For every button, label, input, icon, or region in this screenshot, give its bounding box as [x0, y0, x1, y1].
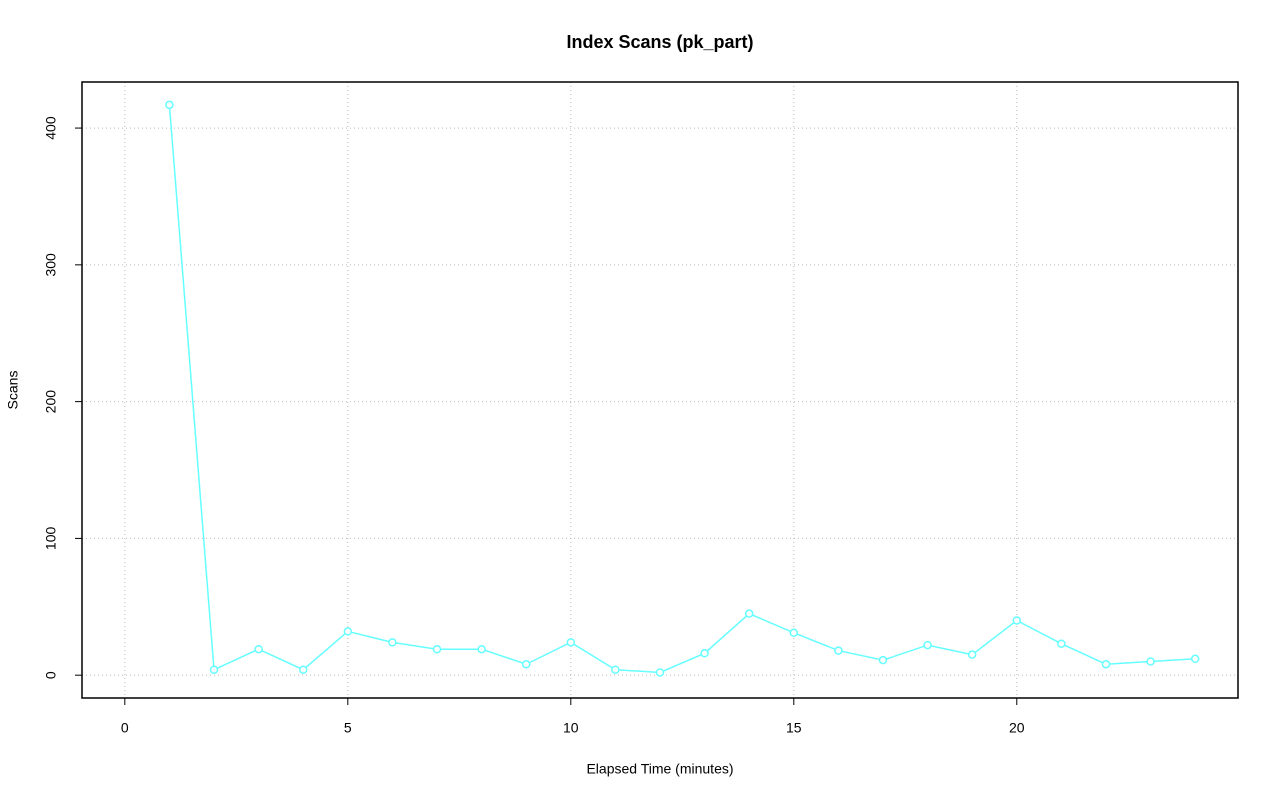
plot-frame: [81, 81, 1239, 699]
x-tick-label: 0: [121, 720, 129, 736]
data-point: [254, 644, 263, 654]
x-tick-label: 20: [1009, 720, 1025, 736]
y-axis-label: Scans: [5, 371, 21, 410]
x-tick-label: 15: [786, 720, 802, 736]
data-point: [834, 646, 843, 655]
y-tick-label: 200: [43, 390, 59, 414]
data-point: [1101, 659, 1111, 669]
data-point: [744, 609, 754, 618]
data-point: [566, 638, 576, 647]
x-tick-label: 10: [563, 720, 579, 736]
data-point: [878, 655, 888, 665]
data-point: [655, 668, 665, 677]
data-point: [1146, 657, 1155, 666]
data-point: [521, 659, 531, 669]
chart-title: Index Scans (pk_part): [566, 32, 753, 52]
data-point: [209, 665, 219, 674]
data-point: [1057, 639, 1066, 648]
data-point: [477, 644, 486, 654]
y-tick-label: 400: [43, 116, 59, 140]
data-point: [967, 650, 977, 659]
data-line: [168, 104, 1196, 674]
data-point: [432, 644, 442, 654]
data-point: [923, 640, 932, 650]
data-point: [298, 665, 308, 674]
data-point: [165, 100, 174, 110]
data-point: [700, 649, 709, 658]
data-point: [388, 638, 397, 647]
y-tick-label: 300: [43, 253, 59, 277]
y-tick-label: 100: [43, 527, 59, 551]
x-axis-label: Elapsed Time (minutes): [586, 761, 733, 777]
x-tick-label: 5: [344, 720, 352, 736]
data-point: [343, 627, 353, 636]
data-point: [1012, 616, 1022, 625]
data-point: [789, 628, 799, 638]
data-point: [611, 665, 620, 674]
data-point: [1190, 654, 1200, 664]
y-tick-label: 0: [43, 671, 59, 679]
